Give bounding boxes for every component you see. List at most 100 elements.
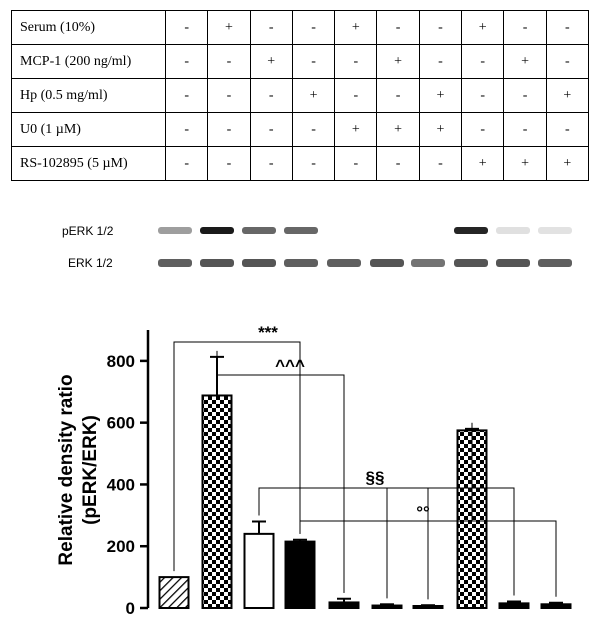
perk-band [242, 227, 276, 234]
bar-chart: 0 200 400 600 800 Relative density ratio (pER… [56, 323, 572, 618]
significance-label: §§ [366, 468, 385, 487]
erk-band [158, 259, 192, 267]
condition-cell: - [418, 10, 463, 45]
condition-row: U0 (1 µM) - - - - + + + - - - [11, 112, 590, 147]
condition-cell: + [461, 146, 505, 181]
perk-label: pERK 1/2 [62, 224, 114, 238]
condition-cell: - [503, 10, 547, 45]
condition-cell: - [291, 146, 336, 181]
erk-band [242, 259, 276, 267]
condition-cell: - [164, 44, 209, 79]
significance-bracket: ^^^ [216, 350, 345, 593]
y-tick-label: 0 [126, 599, 135, 618]
bar [158, 576, 190, 610]
y-tick-label: 400 [107, 475, 135, 494]
condition-cell: + [334, 10, 378, 45]
condition-cell: - [545, 112, 590, 147]
condition-row: Serum (10%) - + - - + - - + - - [11, 10, 590, 45]
condition-cell: - [334, 78, 378, 113]
condition-cell: - [291, 10, 336, 45]
condition-cell: - [376, 10, 420, 45]
significance-label: ^^^ [275, 356, 305, 375]
significance-label: *** [258, 323, 278, 342]
erk-band [327, 259, 361, 267]
condition-cell: - [376, 78, 420, 113]
condition-label: MCP-1 (200 ng/ml) [11, 44, 166, 79]
condition-cell: - [207, 112, 251, 147]
condition-cell: + [545, 146, 590, 181]
condition-label: RS-102895 (5 µM) [11, 146, 166, 181]
bar [201, 394, 233, 609]
condition-cell: - [545, 44, 590, 79]
perk-band [538, 227, 572, 234]
erk-band [538, 259, 572, 267]
condition-cell: - [249, 112, 293, 147]
condition-cell: + [418, 112, 463, 147]
condition-cell: - [207, 78, 251, 113]
condition-cell: - [418, 146, 463, 181]
significance-annotations: *** ^^^ §§ °° [173, 323, 557, 600]
condition-cell: - [545, 10, 590, 45]
condition-cell: + [291, 78, 336, 113]
condition-cell: + [376, 112, 420, 147]
condition-cell: - [164, 78, 209, 113]
condition-cell: - [461, 44, 505, 79]
perk-band [496, 227, 530, 234]
significance-label: °° [416, 503, 430, 522]
condition-row: RS-102895 (5 µM) - - - - - - - + + + [11, 146, 590, 181]
erk-band [284, 259, 318, 267]
condition-cell: - [503, 112, 547, 147]
condition-cell: - [334, 44, 378, 79]
perk-band [284, 227, 318, 234]
condition-cell: - [291, 112, 336, 147]
erk-label: ERK 1/2 [68, 256, 113, 270]
bar [412, 605, 444, 609]
erk-band [370, 259, 404, 267]
condition-cell: + [503, 44, 547, 79]
condition-cell: + [249, 44, 293, 79]
condition-cell: - [376, 146, 420, 181]
condition-cell: - [207, 146, 251, 181]
perk-band [454, 227, 488, 234]
condition-cell: - [418, 44, 463, 79]
condition-cell: - [207, 44, 251, 79]
significance-bracket: °° [299, 422, 557, 600]
conditions-table: Serum (10%) - + - - + - - + - - MCP-1 (200 ng/ml) - -… [11, 10, 590, 181]
condition-cell: - [461, 112, 505, 147]
bar [498, 602, 530, 610]
condition-cell: + [461, 10, 505, 45]
western-blot: pERK 1/2 ERK 1/2 [62, 224, 572, 270]
condition-row: Hp (0.5 mg/ml) - - - + - - + - - + [11, 78, 590, 113]
condition-label: Hp (0.5 mg/ml) [11, 78, 166, 113]
condition-label: U0 (1 µM) [11, 112, 166, 147]
condition-cell: + [503, 146, 547, 181]
bar [284, 540, 316, 609]
condition-cell: - [249, 78, 293, 113]
perk-band [158, 227, 192, 234]
condition-cell: + [207, 10, 251, 45]
y-axis-label: Relative density ratio (pERK/ERK) [56, 374, 101, 565]
condition-cell: - [249, 10, 293, 45]
perk-band [200, 227, 234, 234]
y-tick-label: 600 [107, 414, 135, 433]
condition-cell: - [249, 146, 293, 181]
bar [540, 603, 572, 610]
condition-cell: - [503, 78, 547, 113]
erk-band [411, 259, 445, 267]
erk-band [496, 259, 530, 267]
condition-cell: - [461, 78, 505, 113]
condition-cell: - [334, 146, 378, 181]
bars [158, 355, 572, 610]
condition-cell: - [291, 44, 336, 79]
erk-band [454, 259, 488, 267]
bar [328, 601, 360, 610]
erk-band [200, 259, 234, 267]
y-axis: 0 200 400 600 800 [107, 330, 150, 618]
condition-row: MCP-1 (200 ng/ml) - - + - - + - - + - [11, 44, 590, 79]
condition-cell: + [545, 78, 590, 113]
significance-bracket: *** [173, 323, 301, 572]
condition-cell: + [418, 78, 463, 113]
condition-cell: - [164, 146, 209, 181]
condition-cell: - [164, 112, 209, 147]
y-tick-label: 800 [107, 352, 135, 371]
